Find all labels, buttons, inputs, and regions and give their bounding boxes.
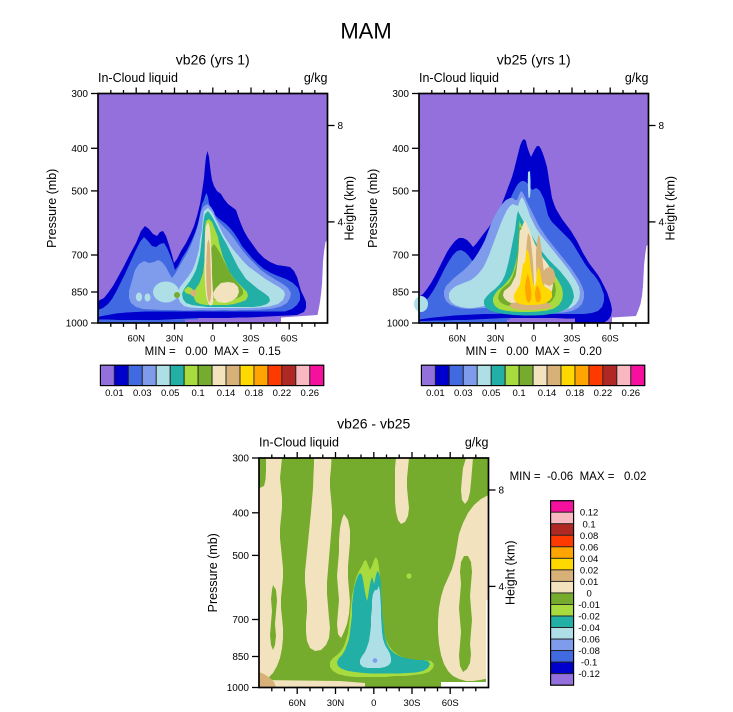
svg-text:4: 4 xyxy=(338,217,344,228)
svg-text:8: 8 xyxy=(659,121,665,132)
svg-text:0.18: 0.18 xyxy=(245,388,264,399)
svg-text:0.01: 0.01 xyxy=(105,388,124,399)
svg-text:60N: 60N xyxy=(449,334,467,345)
svg-text:0.01: 0.01 xyxy=(426,388,445,399)
svg-text:In-Cloud liquid: In-Cloud liquid xyxy=(259,436,339,450)
svg-text:0: 0 xyxy=(586,588,591,599)
svg-text:0.04: 0.04 xyxy=(580,554,599,565)
svg-text:0: 0 xyxy=(210,334,215,345)
svg-text:-0.02: -0.02 xyxy=(578,612,600,623)
svg-text:500: 500 xyxy=(392,186,409,197)
svg-text:0.22: 0.22 xyxy=(594,388,613,399)
svg-text:-0.1: -0.1 xyxy=(581,658,597,669)
svg-text:850: 850 xyxy=(71,288,88,299)
svg-text:g/kg: g/kg xyxy=(465,436,489,450)
svg-text:400: 400 xyxy=(71,144,88,155)
svg-text:850: 850 xyxy=(392,288,409,299)
svg-text:0.26: 0.26 xyxy=(622,388,641,399)
svg-text:MIN = -0.06 MAX = 0.02: MIN = -0.06 MAX = 0.02 xyxy=(510,471,647,483)
svg-text:4: 4 xyxy=(659,217,665,228)
svg-text:400: 400 xyxy=(232,508,249,519)
svg-text:700: 700 xyxy=(71,251,88,262)
svg-text:g/kg: g/kg xyxy=(304,71,328,85)
svg-text:-0.08: -0.08 xyxy=(578,646,600,657)
svg-text:0.18: 0.18 xyxy=(566,388,585,399)
svg-text:0.12: 0.12 xyxy=(580,508,599,519)
svg-text:300: 300 xyxy=(232,454,249,465)
svg-text:60S: 60S xyxy=(442,698,459,709)
svg-text:60S: 60S xyxy=(602,334,619,345)
svg-text:1000: 1000 xyxy=(227,683,250,694)
svg-text:MIN = 0.00 MAX = 0.15: MIN = 0.00 MAX = 0.15 xyxy=(145,346,281,358)
svg-text:500: 500 xyxy=(71,186,88,197)
svg-text:0.06: 0.06 xyxy=(580,542,599,553)
svg-text:30S: 30S xyxy=(243,334,260,345)
svg-text:500: 500 xyxy=(232,551,249,562)
svg-text:700: 700 xyxy=(392,251,409,262)
svg-text:0.05: 0.05 xyxy=(161,388,180,399)
svg-text:0: 0 xyxy=(371,698,376,709)
svg-text:In-Cloud liquid: In-Cloud liquid xyxy=(419,71,499,85)
svg-text:In-Cloud liquid: In-Cloud liquid xyxy=(98,71,178,85)
svg-text:0.01: 0.01 xyxy=(580,577,599,588)
svg-text:MAM: MAM xyxy=(340,19,391,44)
svg-text:30S: 30S xyxy=(564,334,581,345)
svg-text:Height (km): Height (km) xyxy=(343,176,357,241)
svg-text:8: 8 xyxy=(499,486,505,497)
svg-text:Height (km): Height (km) xyxy=(504,540,518,605)
svg-text:400: 400 xyxy=(392,144,409,155)
svg-text:0.05: 0.05 xyxy=(482,388,501,399)
svg-text:300: 300 xyxy=(392,89,409,100)
svg-text:8: 8 xyxy=(338,121,344,132)
svg-text:0.22: 0.22 xyxy=(273,388,292,399)
svg-text:vb26 - vb25: vb26 - vb25 xyxy=(337,416,410,432)
svg-text:Pressure (mb): Pressure (mb) xyxy=(366,169,380,248)
svg-text:30N: 30N xyxy=(327,698,345,709)
svg-text:-0.04: -0.04 xyxy=(578,623,600,634)
svg-text:0.14: 0.14 xyxy=(538,388,557,399)
svg-text:30S: 30S xyxy=(404,698,421,709)
svg-text:-0.12: -0.12 xyxy=(578,669,600,680)
svg-text:vb25 (yrs 1): vb25 (yrs 1) xyxy=(497,52,571,68)
svg-text:0.08: 0.08 xyxy=(580,531,599,542)
svg-text:60N: 60N xyxy=(289,698,307,709)
svg-text:300: 300 xyxy=(71,89,88,100)
svg-text:1000: 1000 xyxy=(66,319,89,330)
svg-text:0.1: 0.1 xyxy=(513,388,526,399)
svg-text:0.1: 0.1 xyxy=(192,388,205,399)
svg-text:0: 0 xyxy=(531,334,536,345)
svg-text:0.03: 0.03 xyxy=(133,388,152,399)
svg-text:0.1: 0.1 xyxy=(582,519,595,530)
svg-text:4: 4 xyxy=(499,582,505,593)
svg-text:vb26 (yrs 1): vb26 (yrs 1) xyxy=(176,52,250,68)
svg-text:g/kg: g/kg xyxy=(625,71,649,85)
svg-text:60N: 60N xyxy=(128,334,146,345)
svg-text:0.03: 0.03 xyxy=(454,388,473,399)
svg-text:-0.01: -0.01 xyxy=(578,600,600,611)
svg-text:0.14: 0.14 xyxy=(217,388,236,399)
svg-text:0.02: 0.02 xyxy=(580,565,599,576)
svg-text:Pressure (mb): Pressure (mb) xyxy=(45,169,59,248)
svg-text:30N: 30N xyxy=(166,334,184,345)
svg-text:-0.06: -0.06 xyxy=(578,635,600,646)
svg-text:1000: 1000 xyxy=(387,319,410,330)
svg-text:850: 850 xyxy=(232,652,249,663)
svg-text:Pressure (mb): Pressure (mb) xyxy=(206,533,220,612)
svg-text:MIN = 0.00 MAX = 0.20: MIN = 0.00 MAX = 0.20 xyxy=(466,346,602,358)
svg-text:60S: 60S xyxy=(281,334,298,345)
svg-text:Height (km): Height (km) xyxy=(664,176,678,241)
svg-text:30N: 30N xyxy=(487,334,505,345)
svg-text:0.26: 0.26 xyxy=(301,388,320,399)
svg-text:700: 700 xyxy=(232,615,249,626)
